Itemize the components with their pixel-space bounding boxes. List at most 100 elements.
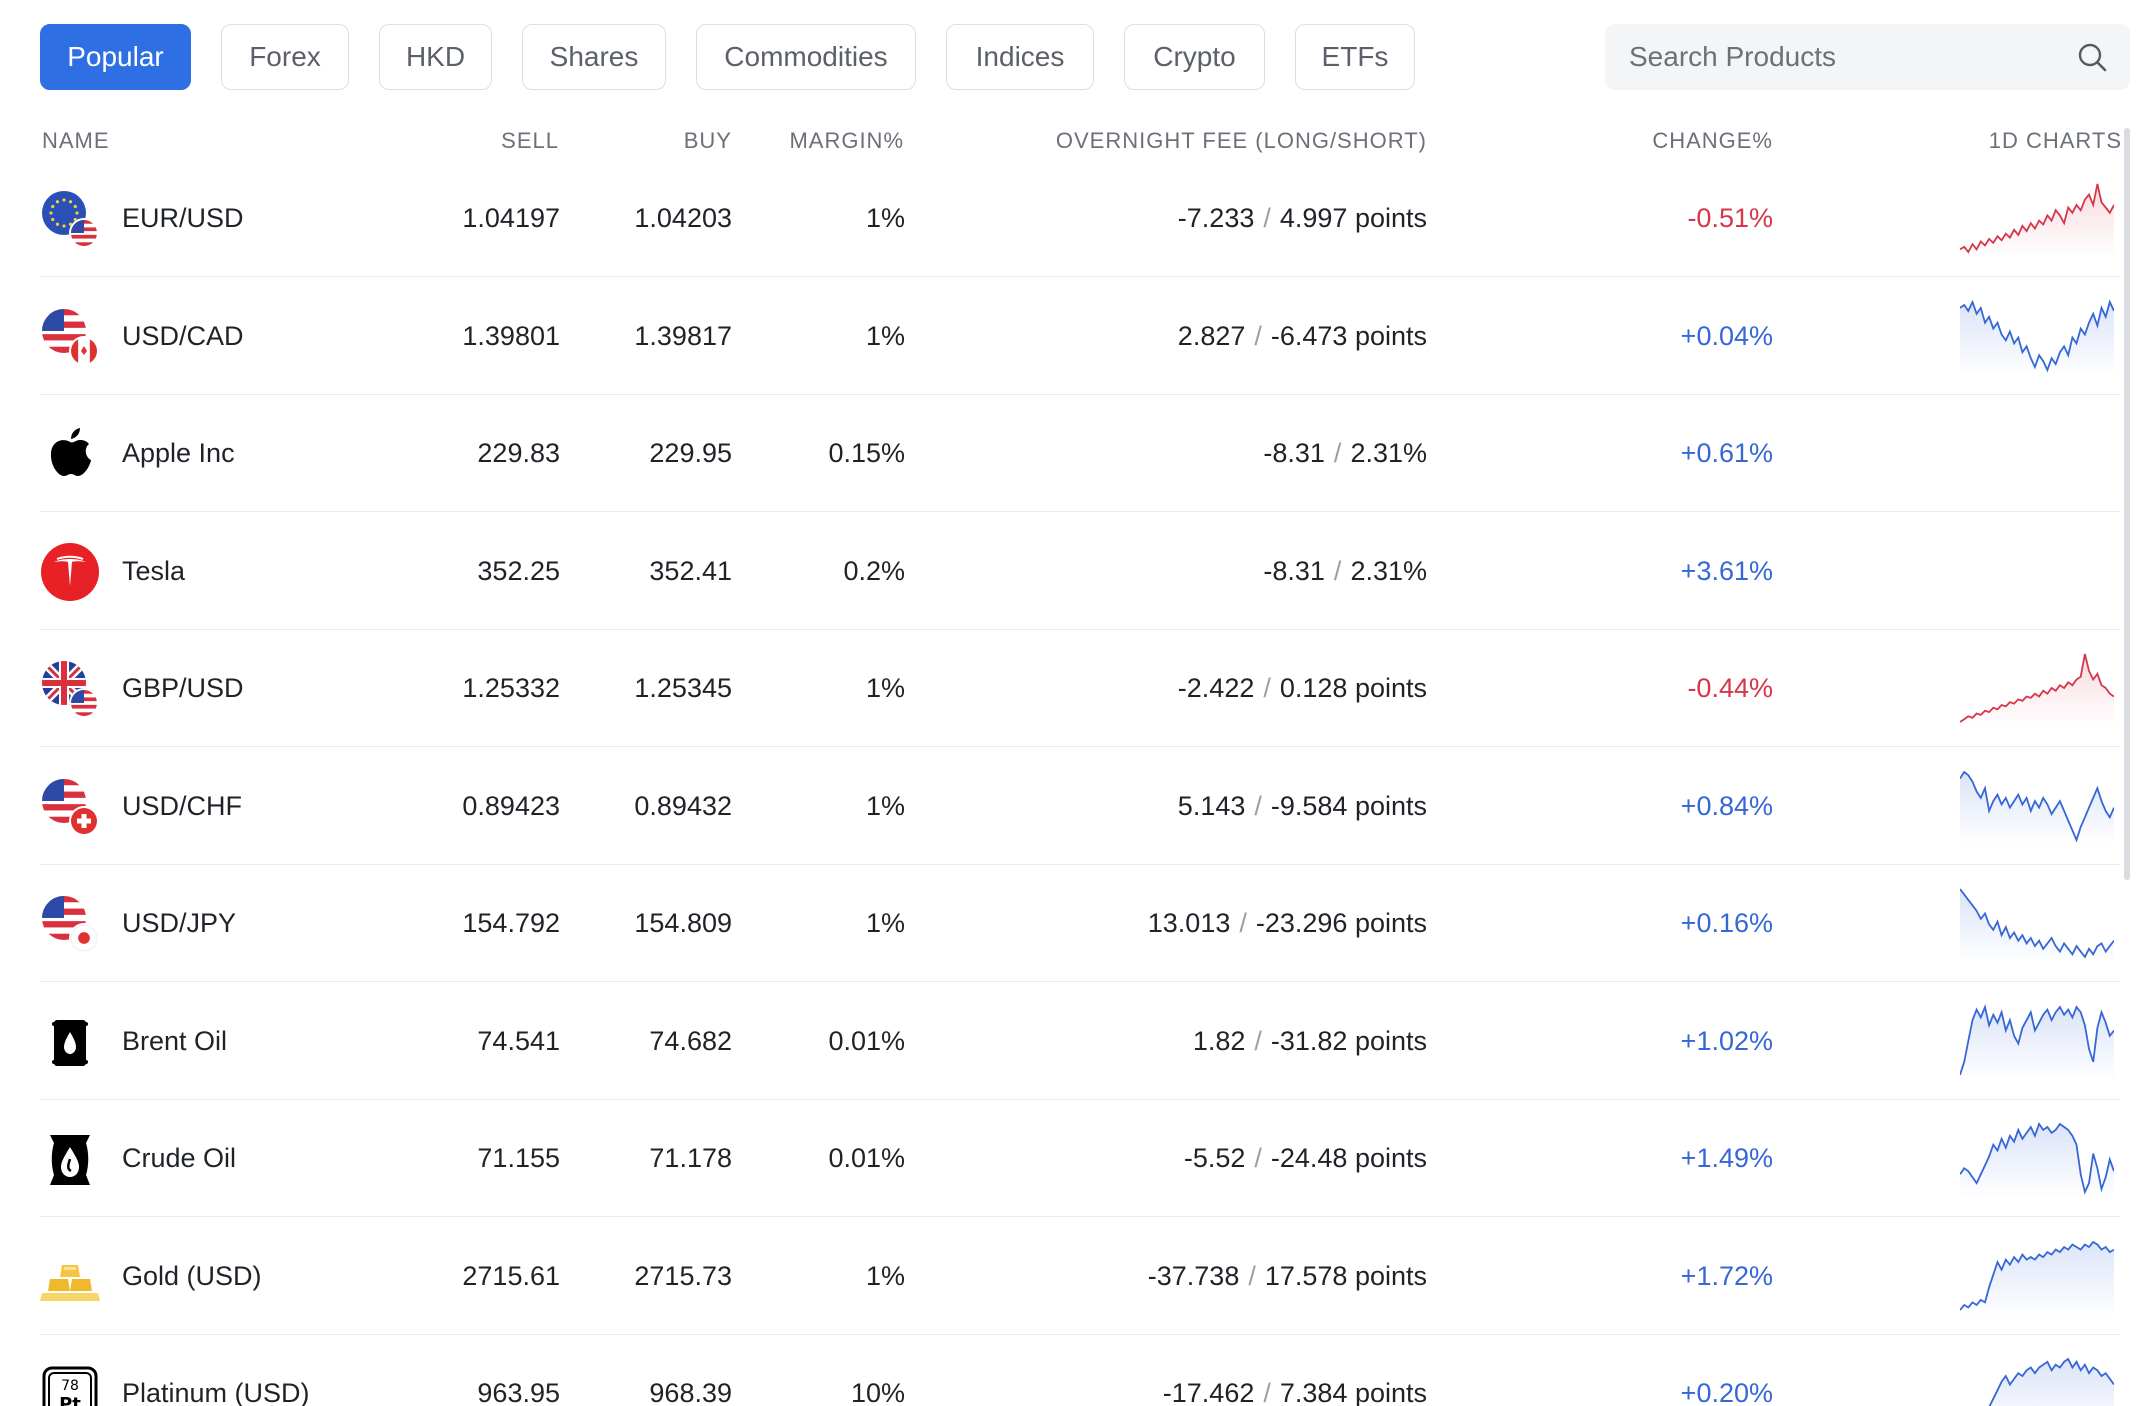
apple-logo-icon bbox=[40, 424, 100, 484]
row-divider bbox=[40, 863, 2120, 865]
buy-price[interactable]: 229.95 bbox=[649, 438, 732, 468]
table-row[interactable]: Tesla 352.25 352.41 0.2% -8.31/2.31% +3.… bbox=[0, 513, 2149, 630]
sell-price[interactable]: 1.39801 bbox=[462, 320, 560, 351]
product-name[interactable]: Tesla bbox=[122, 555, 186, 586]
row-divider bbox=[40, 1098, 2120, 1100]
product-name[interactable]: Apple Inc bbox=[122, 438, 235, 468]
product-name[interactable]: Brent Oil bbox=[122, 1025, 228, 1056]
header-overnight-fee[interactable]: OVERNIGHT FEE (LONG/SHORT) bbox=[1055, 128, 1427, 153]
sell-price[interactable]: 352.25 bbox=[477, 555, 560, 586]
buy-price[interactable]: 154.809 bbox=[634, 908, 732, 938]
table-row[interactable]: Gold (USD) 2715.61 2715.73 1% -37.738/17… bbox=[0, 1218, 2149, 1335]
overnight-fee: -8.31/2.31% bbox=[1263, 555, 1427, 586]
change-percent: +0.61% bbox=[1680, 438, 1773, 468]
table-row[interactable]: GBP/USD 1.25332 1.25345 1% -2.422/0.128 … bbox=[0, 630, 2149, 747]
buy-price[interactable]: 2715.73 bbox=[634, 1260, 732, 1291]
sell-price[interactable]: 0.89423 bbox=[462, 790, 560, 821]
header-change[interactable]: CHANGE% bbox=[1652, 128, 1773, 153]
crude-oil-barrel-icon bbox=[40, 1129, 100, 1189]
header-margin[interactable]: MARGIN% bbox=[789, 128, 904, 153]
buy-price[interactable]: 74.682 bbox=[649, 1025, 732, 1056]
fee-short: -24.48 points bbox=[1270, 1143, 1427, 1173]
change-percent: -0.44% bbox=[1687, 673, 1773, 703]
overnight-fee: 5.143/-9.584 points bbox=[1177, 790, 1427, 821]
header-sell[interactable]: SELL bbox=[501, 128, 559, 153]
sell-price[interactable]: 154.792 bbox=[462, 908, 560, 938]
sell-price[interactable]: 71.155 bbox=[477, 1143, 560, 1173]
table-row[interactable]: USD/CAD 1.39801 1.39817 1% 2.827/-6.473 … bbox=[0, 278, 2149, 395]
change-percent: +1.72% bbox=[1680, 1260, 1773, 1291]
fee-long: -17.462 bbox=[1162, 1378, 1255, 1406]
svg-text:78: 78 bbox=[61, 1378, 79, 1394]
buy-price[interactable]: 1.39817 bbox=[634, 320, 732, 351]
header-buy[interactable]: BUY bbox=[683, 128, 732, 153]
overnight-fee: -7.233/4.997 points bbox=[1177, 203, 1427, 233]
fee-short: -9.584 points bbox=[1270, 790, 1427, 821]
product-name[interactable]: Gold (USD) bbox=[122, 1260, 262, 1291]
buy-price[interactable]: 1.25345 bbox=[634, 673, 732, 703]
product-name[interactable]: USD/CHF bbox=[122, 790, 242, 821]
product-name[interactable]: EUR/USD bbox=[122, 203, 244, 233]
fee-long: -8.31 bbox=[1263, 555, 1325, 586]
sparkline-1d-chart bbox=[1959, 883, 2115, 963]
scrollbar[interactable] bbox=[2124, 128, 2130, 880]
product-name[interactable]: USD/JPY bbox=[122, 908, 237, 938]
overnight-fee: 1.82/-31.82 points bbox=[1192, 1025, 1427, 1056]
usd-cad-flag-icon bbox=[40, 307, 100, 367]
tab-etfs[interactable]: ETFs bbox=[1295, 24, 1415, 90]
product-name[interactable]: Platinum (USD) bbox=[122, 1378, 310, 1406]
table-row[interactable]: EUR/USD 1.04197 1.04203 1% -7.233/4.997 … bbox=[0, 160, 2149, 277]
sell-price[interactable]: 229.83 bbox=[477, 438, 560, 468]
buy-price[interactable]: 71.178 bbox=[649, 1143, 732, 1173]
tab-forex[interactable]: Forex bbox=[221, 24, 349, 90]
sell-price[interactable]: 74.541 bbox=[477, 1025, 560, 1056]
buy-price[interactable]: 352.41 bbox=[649, 555, 732, 586]
overnight-fee: -8.31/2.31% bbox=[1263, 438, 1427, 468]
sparkline-1d-chart bbox=[1959, 1118, 2115, 1198]
buy-price[interactable]: 968.39 bbox=[649, 1378, 732, 1406]
gold-bars-icon bbox=[40, 1247, 100, 1307]
row-divider bbox=[40, 1333, 2120, 1335]
sell-price[interactable]: 1.25332 bbox=[462, 673, 560, 703]
tesla-logo-icon bbox=[40, 542, 100, 602]
table-row[interactable]: USD/CHF 0.89423 0.89432 1% 5.143/-9.584 … bbox=[0, 748, 2149, 865]
fee-short: 2.31% bbox=[1350, 555, 1427, 586]
brent-oil-barrel-icon bbox=[40, 1012, 100, 1072]
tab-shares[interactable]: Shares bbox=[522, 24, 666, 90]
sell-price[interactable]: 1.04197 bbox=[462, 203, 560, 233]
table-row[interactable]: 78 Pt Platinum (USD) 963.95 968.39 10% -1… bbox=[0, 1335, 2149, 1406]
overnight-fee: -37.738/17.578 points bbox=[1147, 1260, 1427, 1291]
fee-short: -6.473 points bbox=[1270, 320, 1427, 351]
margin-value: 0.15% bbox=[828, 438, 905, 468]
table-row[interactable]: Crude Oil 71.155 71.178 0.01% -5.52/-24.… bbox=[0, 1100, 2149, 1217]
product-name[interactable]: Crude Oil bbox=[122, 1143, 237, 1173]
search-icon[interactable] bbox=[2076, 41, 2108, 73]
table-row[interactable]: Apple Inc 229.83 229.95 0.15% -8.31/2.31… bbox=[0, 395, 2149, 512]
change-percent: +0.20% bbox=[1680, 1378, 1773, 1406]
row-divider bbox=[40, 981, 2120, 982]
change-percent: +0.84% bbox=[1680, 790, 1773, 821]
margin-value: 1% bbox=[865, 203, 905, 233]
tab-indices[interactable]: Indices bbox=[946, 24, 1094, 90]
buy-price[interactable]: 0.89432 bbox=[634, 790, 732, 821]
sell-price[interactable]: 963.95 bbox=[477, 1378, 560, 1406]
fee-long: -7.233 bbox=[1177, 203, 1255, 233]
change-percent: +1.49% bbox=[1680, 1143, 1773, 1173]
tab-popular[interactable]: Popular bbox=[40, 24, 191, 90]
svg-text:Pt: Pt bbox=[59, 1394, 81, 1406]
tab-commodities[interactable]: Commodities bbox=[696, 24, 916, 90]
table-row[interactable]: USD/JPY 154.792 154.809 1% 13.013/-23.29… bbox=[0, 865, 2149, 982]
table-row[interactable]: Brent Oil 74.541 74.682 0.01% 1.82/-31.8… bbox=[0, 983, 2149, 1100]
margin-value: 1% bbox=[865, 908, 905, 938]
product-name[interactable]: USD/CAD bbox=[122, 320, 244, 351]
change-percent: -0.51% bbox=[1687, 203, 1773, 233]
search-input[interactable] bbox=[1629, 41, 2069, 73]
fee-long: -5.52 bbox=[1183, 1143, 1246, 1173]
buy-price[interactable]: 1.04203 bbox=[634, 203, 732, 233]
header-name[interactable]: NAME bbox=[42, 128, 110, 153]
tab-hkd[interactable]: HKD bbox=[379, 24, 492, 90]
tab-crypto[interactable]: Crypto bbox=[1124, 24, 1265, 90]
product-name[interactable]: GBP/USD bbox=[122, 673, 244, 703]
sell-price[interactable]: 2715.61 bbox=[462, 1260, 560, 1291]
fee-long: 5.143 bbox=[1177, 790, 1246, 821]
